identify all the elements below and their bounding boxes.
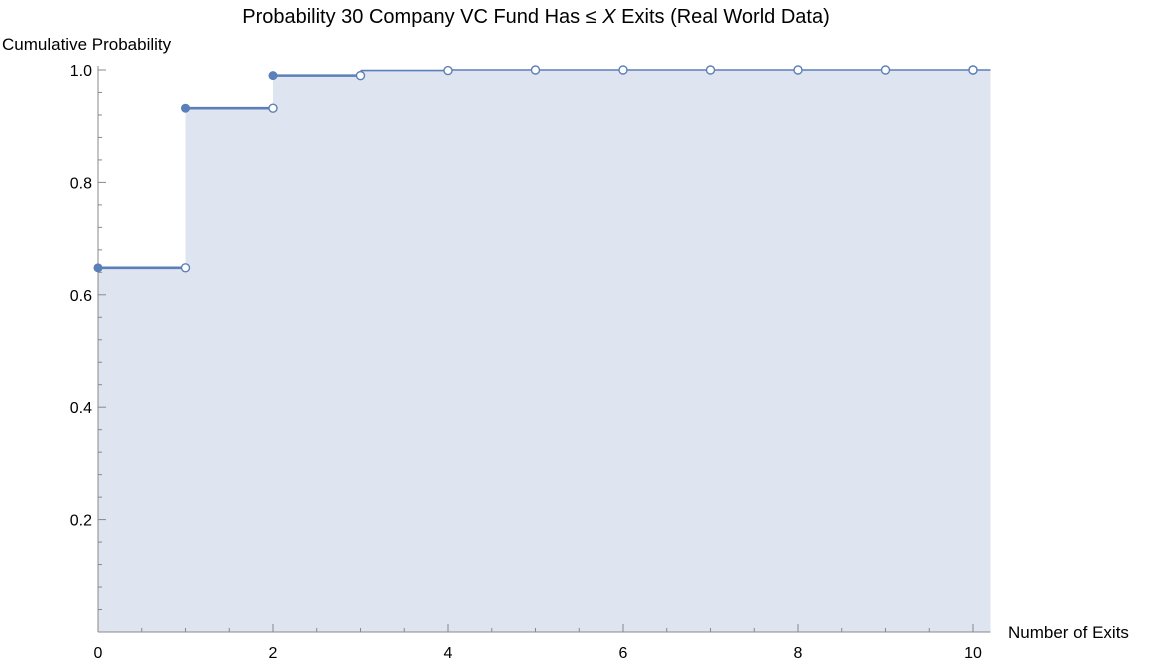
step-end-point <box>530 65 541 75</box>
x-tick-label: 6 <box>619 645 628 662</box>
y-axis-label: Cumulative Probability <box>2 35 172 54</box>
step-end-point <box>180 263 191 273</box>
x-axis-label: Number of Exits <box>1008 623 1129 642</box>
title-prefix: Probability 30 Company VC Fund Has ≤ <box>242 6 602 28</box>
step-start-point <box>181 103 190 113</box>
title-suffix: Exits (Real World Data) <box>616 6 830 28</box>
step-start-point <box>93 263 103 273</box>
x-tick-label: 2 <box>269 645 278 662</box>
y-tick-label: 1.0 <box>70 63 92 80</box>
step-end-point <box>268 103 278 113</box>
step-end-point <box>968 65 978 75</box>
step-end-point <box>880 65 891 75</box>
x-tick-label: 8 <box>794 645 803 662</box>
area-fill-layer <box>98 70 991 632</box>
step-start-point <box>268 71 278 81</box>
y-tick-label: 0.4 <box>70 400 92 417</box>
step-end-point <box>355 70 366 81</box>
axes: 0 2 4 6 8 10 0.2 0.4 0.6 0.8 1.0 <box>70 63 991 662</box>
title-variable: X <box>601 6 616 28</box>
x-tick-label: 4 <box>444 645 453 662</box>
step-end-point <box>705 65 716 75</box>
step-end-point <box>443 65 453 76</box>
step-end-point <box>793 65 803 75</box>
y-tick-label: 0.8 <box>70 175 92 192</box>
series-layer <box>93 65 991 273</box>
step-end-point <box>618 65 628 75</box>
x-tick-label: 10 <box>964 645 982 662</box>
chart-title: Probability 30 Company VC Fund Has ≤ X E… <box>242 6 830 28</box>
area-fill <box>98 70 991 632</box>
x-tick-label: 0 <box>94 645 103 662</box>
y-tick-label: 0.6 <box>70 288 92 305</box>
y-tick-label: 0.2 <box>70 513 92 530</box>
